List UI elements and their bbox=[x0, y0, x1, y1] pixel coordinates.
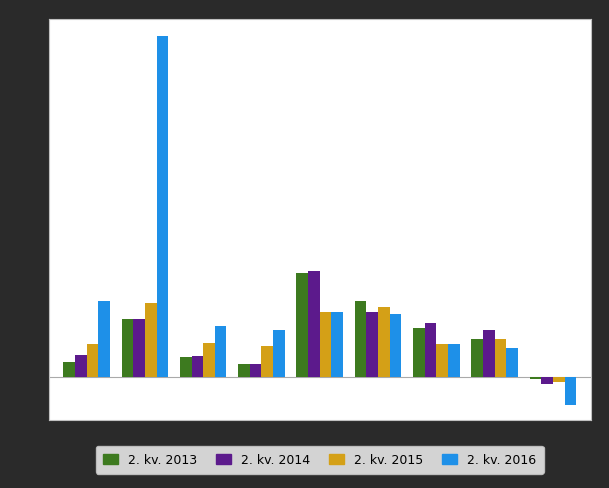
Bar bbox=[63, 363, 75, 377]
Bar bbox=[261, 346, 273, 377]
Bar bbox=[297, 273, 308, 377]
Bar bbox=[553, 377, 565, 382]
Bar bbox=[483, 330, 495, 377]
Bar bbox=[250, 365, 261, 377]
Bar bbox=[238, 365, 250, 377]
Bar bbox=[448, 345, 460, 377]
Bar bbox=[424, 323, 436, 377]
Bar bbox=[495, 339, 506, 377]
Bar bbox=[530, 377, 541, 380]
Bar bbox=[331, 312, 343, 377]
Bar bbox=[191, 356, 203, 377]
Bar bbox=[436, 345, 448, 377]
Bar bbox=[98, 302, 110, 377]
Bar bbox=[320, 312, 331, 377]
Bar bbox=[308, 271, 320, 377]
Bar bbox=[273, 330, 285, 377]
Bar bbox=[122, 320, 133, 377]
Bar bbox=[367, 312, 378, 377]
Bar bbox=[215, 327, 227, 377]
Bar bbox=[413, 328, 424, 377]
Bar bbox=[354, 302, 367, 377]
Bar bbox=[133, 320, 145, 377]
Bar bbox=[145, 304, 157, 377]
Legend: 2. kv. 2013, 2. kv. 2014, 2. kv. 2015, 2. kv. 2016: 2. kv. 2013, 2. kv. 2014, 2. kv. 2015, 2… bbox=[96, 446, 544, 474]
Bar bbox=[157, 38, 168, 377]
Bar bbox=[203, 343, 215, 377]
Bar bbox=[506, 348, 518, 377]
Bar bbox=[565, 377, 576, 406]
Bar bbox=[541, 377, 553, 384]
Bar bbox=[390, 314, 401, 377]
Bar bbox=[86, 345, 98, 377]
Bar bbox=[75, 355, 86, 377]
Bar bbox=[471, 339, 483, 377]
Bar bbox=[180, 357, 191, 377]
Bar bbox=[378, 307, 390, 377]
